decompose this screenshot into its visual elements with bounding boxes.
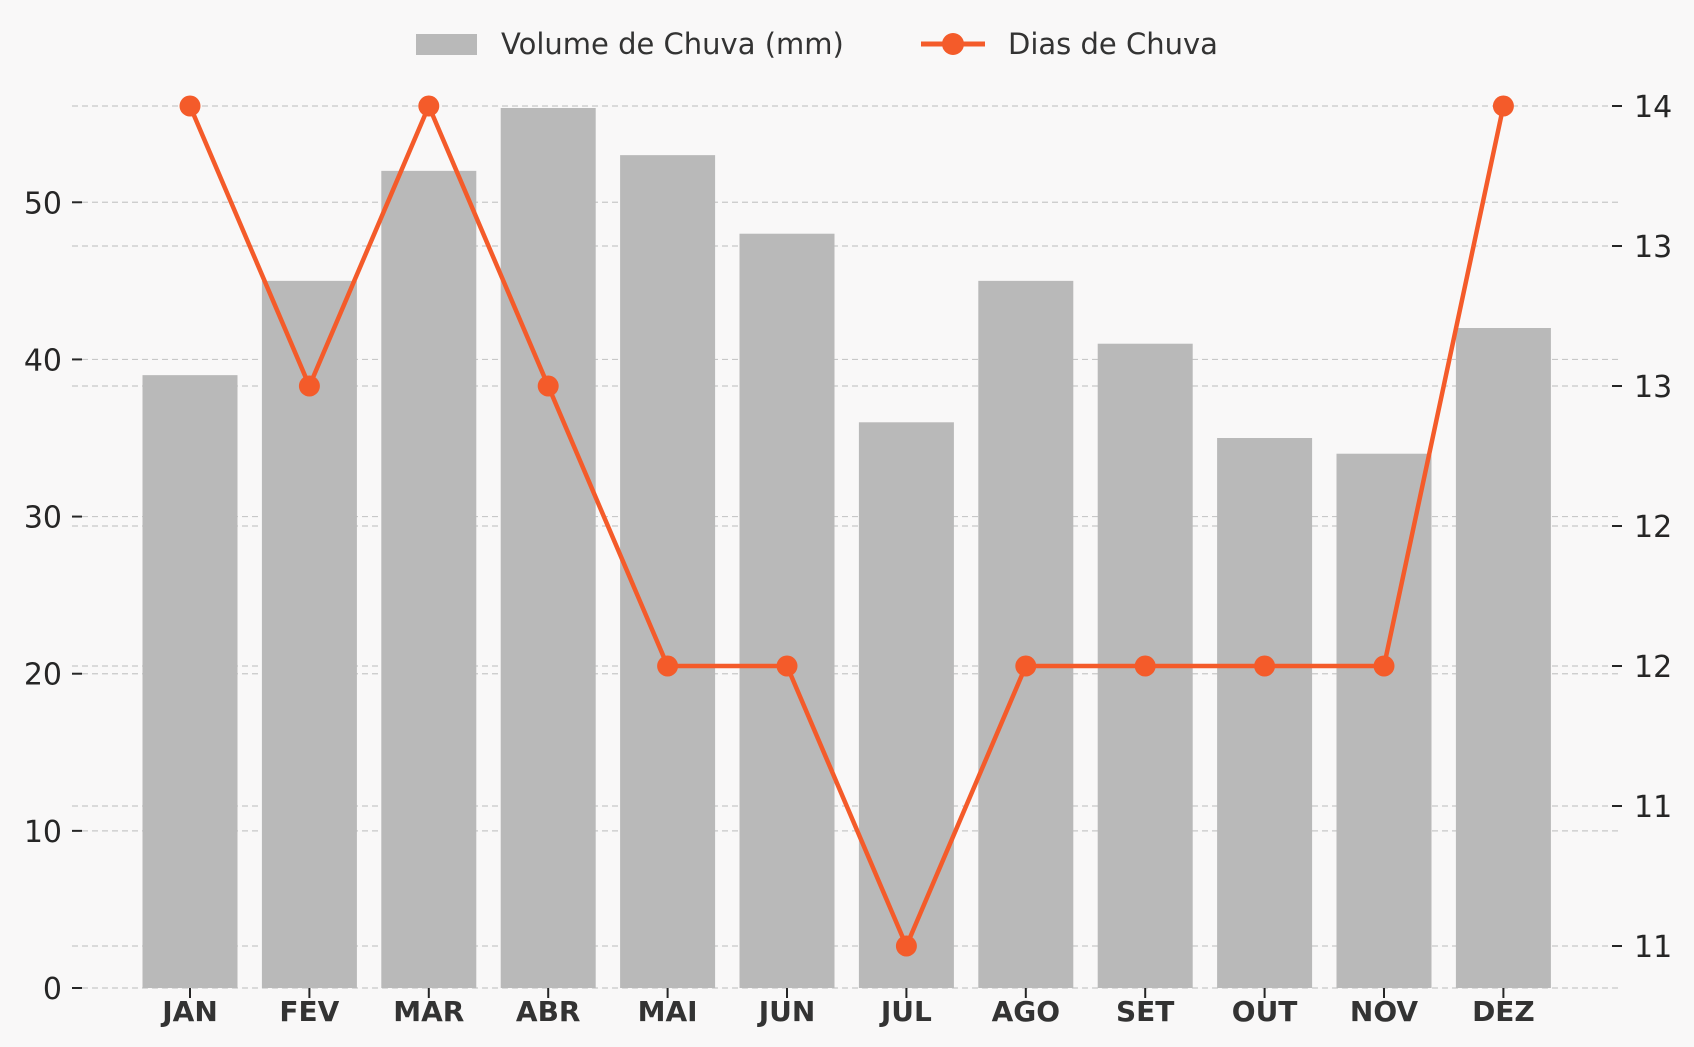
point-jan — [179, 95, 201, 117]
x-tick-label: OUT — [1232, 995, 1298, 1028]
point-jul — [895, 935, 917, 957]
right-tick-label: 13 — [1634, 370, 1672, 405]
right-tick-label: 14 — [1634, 90, 1672, 125]
point-out — [1254, 655, 1276, 677]
x-tick-label: FEV — [279, 995, 339, 1028]
legend-line-marker — [942, 33, 964, 55]
x-tick-label: JUL — [879, 995, 932, 1028]
bar-abr — [500, 108, 596, 988]
bar-dez — [1455, 328, 1551, 988]
bar-mai — [620, 155, 716, 989]
left-tick-label: 20 — [24, 658, 62, 693]
point-fev — [298, 375, 320, 397]
x-tick-label: MAI — [638, 995, 698, 1028]
x-tick-label: ABR — [516, 995, 581, 1028]
left-tick-label: 30 — [24, 501, 62, 536]
left-y-axis: 0 10 20 30 40 50 — [24, 186, 82, 1007]
x-axis: JAN FEV MAR ABR MAI JUN JUL AGO SET OUT NOV DEZ — [160, 988, 1535, 1028]
bar-jun — [739, 233, 835, 988]
x-tick-label: JAN — [160, 995, 218, 1028]
right-y-axis: 11 11 12 12 13 13 14 — [1612, 90, 1672, 965]
bar-jan — [142, 375, 238, 989]
point-abr — [537, 375, 559, 397]
legend-bar-label: Volume de Chuva (mm) — [501, 27, 844, 61]
left-tick-label: 40 — [24, 343, 62, 378]
point-mai — [657, 655, 679, 677]
bar-fev — [261, 280, 357, 988]
point-dez — [1492, 95, 1514, 117]
bar-nov — [1336, 453, 1432, 988]
x-tick-label: MAR — [393, 995, 464, 1028]
point-ago — [1015, 655, 1037, 677]
bar-ago — [978, 280, 1074, 988]
bar-jul — [858, 422, 954, 988]
point-set — [1134, 655, 1156, 677]
left-tick-label: 10 — [24, 815, 62, 850]
legend-bar-swatch — [416, 34, 477, 55]
legend: Volume de Chuva (mm) Dias de Chuva — [416, 27, 1218, 61]
bar-mar — [381, 170, 477, 988]
right-tick-label: 12 — [1634, 510, 1672, 545]
x-tick-label: NOV — [1350, 995, 1418, 1028]
point-jun — [776, 655, 798, 677]
bar-out — [1217, 438, 1313, 988]
right-tick-label: 13 — [1634, 230, 1672, 265]
right-tick-label: 11 — [1634, 930, 1672, 965]
x-tick-label: JUN — [757, 995, 816, 1028]
point-nov — [1373, 655, 1395, 677]
right-tick-label: 11 — [1634, 790, 1672, 825]
left-tick-label: 0 — [43, 972, 62, 1007]
right-tick-label: 12 — [1634, 650, 1672, 685]
x-tick-label: AGO — [992, 995, 1060, 1028]
x-tick-label: DEZ — [1472, 995, 1535, 1028]
legend-line-label: Dias de Chuva — [1008, 27, 1218, 61]
rain-days-line — [187, 103, 1506, 949]
left-tick-label: 50 — [24, 186, 62, 221]
bar-series — [142, 108, 1551, 989]
line-series — [179, 95, 1514, 957]
point-mar — [418, 95, 440, 117]
x-tick-label: SET — [1116, 995, 1174, 1028]
